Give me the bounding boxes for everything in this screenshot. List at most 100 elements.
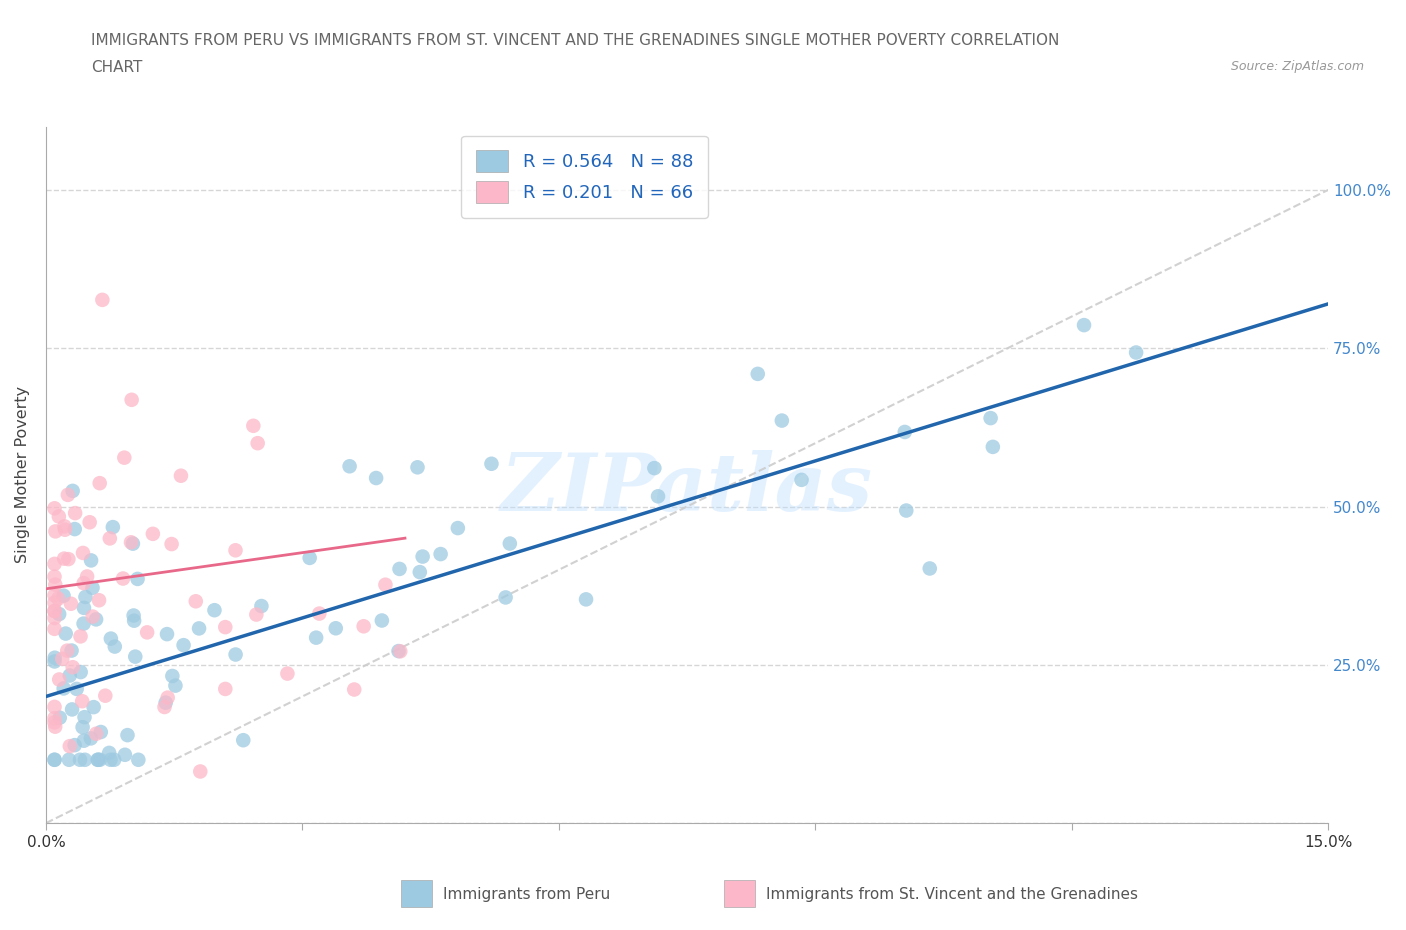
Point [66, 682, 89, 697]
Point [160, 537, 183, 551]
Point [94, 688, 117, 703]
Point [90, 724, 112, 739]
Point [80, 731, 103, 746]
Point [72, 546, 94, 561]
Point [343, 682, 366, 697]
Point [44, 501, 66, 516]
Point [308, 606, 330, 621]
Point [276, 666, 298, 681]
Point [44, 654, 66, 669]
Point [73, 576, 96, 591]
Point [103, 752, 125, 767]
Point [575, 591, 598, 606]
Point [112, 450, 135, 465]
Point [59, 596, 82, 611]
Point [111, 571, 134, 586]
Point [44, 604, 66, 618]
Text: ZIPatlas: ZIPatlas [501, 450, 873, 527]
Point [184, 594, 207, 609]
Point [44, 604, 66, 618]
Point [495, 590, 517, 604]
Point [246, 436, 269, 451]
Point [73, 752, 96, 767]
Point [44, 578, 66, 592]
Point [406, 459, 429, 474]
Point [73, 733, 96, 748]
Text: IMMIGRANTS FROM PERU VS IMMIGRANTS FROM ST. VINCENT AND THE GRENADINES SINGLE MO: IMMIGRANTS FROM PERU VS IMMIGRANTS FROM … [91, 33, 1060, 47]
Point [790, 472, 813, 487]
Point [101, 520, 124, 535]
Point [896, 503, 918, 518]
Point [44, 719, 66, 734]
Point [894, 424, 917, 439]
Text: Source: ZipAtlas.com: Source: ZipAtlas.com [1230, 60, 1364, 73]
Point [53, 519, 76, 534]
Legend: R = 0.564   N = 88, R = 0.201   N = 66: R = 0.564 N = 88, R = 0.201 N = 66 [461, 136, 707, 218]
Point [127, 571, 149, 586]
Point [366, 471, 388, 485]
Point [44, 715, 66, 730]
Point [499, 536, 522, 551]
Point [55, 626, 77, 641]
Point [1073, 318, 1095, 333]
Point [84, 726, 107, 741]
Point [56, 487, 79, 502]
Point [56, 644, 79, 658]
Point [59, 738, 82, 753]
Point [44, 524, 66, 538]
Point [48, 509, 70, 524]
Point [69, 629, 91, 644]
Point [87, 752, 110, 767]
Point [188, 764, 211, 779]
Point [429, 547, 451, 562]
Point [91, 292, 114, 307]
Point [643, 460, 665, 475]
Point [204, 603, 226, 618]
Point [72, 720, 94, 735]
Point [388, 562, 411, 577]
Point [63, 506, 86, 521]
Point [80, 553, 103, 568]
Point [52, 681, 75, 696]
Point [58, 752, 80, 767]
Point [124, 649, 146, 664]
Point [214, 682, 236, 697]
Point [44, 650, 66, 665]
Point [162, 669, 184, 684]
Point [353, 618, 375, 633]
Point [82, 580, 104, 595]
Point [245, 607, 267, 622]
Point [63, 522, 86, 537]
Text: CHART: CHART [91, 60, 143, 75]
Point [98, 746, 121, 761]
Point [60, 702, 83, 717]
Point [100, 631, 122, 646]
Point [117, 727, 139, 742]
Point [44, 752, 66, 767]
Point [75, 590, 97, 604]
Point [69, 665, 91, 680]
Point [76, 569, 98, 584]
Point [155, 696, 177, 711]
Point [156, 690, 179, 705]
Point [44, 588, 66, 603]
Point [371, 613, 394, 628]
Point [170, 469, 193, 484]
Point [89, 476, 111, 491]
Point [104, 639, 127, 654]
Point [53, 523, 76, 538]
Point [412, 549, 434, 564]
Point [48, 711, 70, 725]
Point [1125, 345, 1147, 360]
Point [72, 617, 94, 631]
Point [165, 678, 187, 693]
Point [325, 621, 347, 636]
Point [51, 651, 73, 666]
Point [232, 733, 254, 748]
Point [82, 609, 104, 624]
Y-axis label: Single Mother Poverty: Single Mother Poverty [15, 386, 30, 564]
Point [224, 543, 246, 558]
Point [122, 608, 145, 623]
Point [59, 668, 82, 683]
Point [153, 699, 176, 714]
